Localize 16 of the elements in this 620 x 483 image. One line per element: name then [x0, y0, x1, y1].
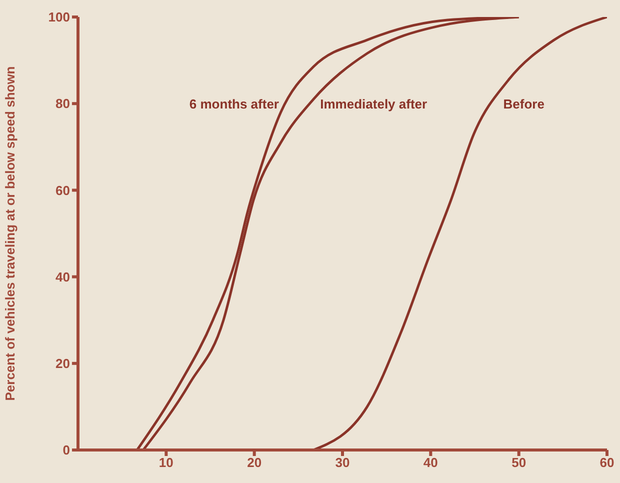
y-tick-label: 100	[48, 10, 70, 25]
x-tick-label: 60	[600, 455, 614, 470]
series-label: Immediately after	[320, 96, 428, 112]
y-tick-label: 40	[56, 269, 70, 284]
x-tick-label: 40	[423, 455, 438, 470]
x-tick-label: 50	[512, 455, 526, 470]
series-label: Before	[503, 96, 544, 112]
y-axis-title: Percent of vehicles traveling at or below speed shown	[2, 66, 18, 401]
x-tick-label: 10	[158, 455, 174, 470]
y-tick-label: 80	[56, 96, 70, 112]
x-tick-label: 20	[247, 455, 262, 470]
series-label: 6 months after	[189, 96, 279, 112]
x-tick-label: 30	[335, 455, 350, 470]
y-tick-label: 60	[56, 182, 70, 198]
y-tick-label: 20	[56, 356, 70, 372]
y-tick-label: 0	[62, 442, 70, 458]
